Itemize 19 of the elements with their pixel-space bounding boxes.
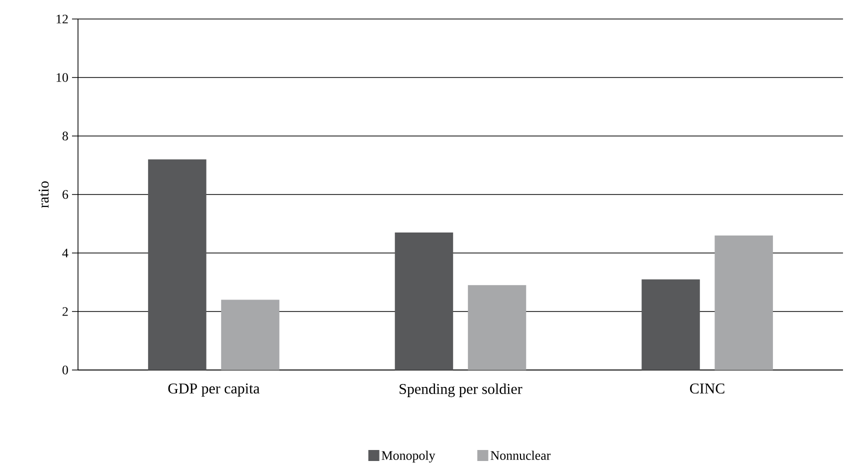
y-axis-title: ratio xyxy=(38,181,49,208)
legend-label: Monopoly xyxy=(382,450,436,463)
y-tick-label: 8 xyxy=(62,132,68,140)
y-tick-label: 2 xyxy=(62,307,68,316)
y-tick-label: 4 xyxy=(62,248,68,258)
x-tick-label: CINC xyxy=(690,384,724,394)
y-tick-label: 12 xyxy=(56,14,68,24)
y-tick-label: 6 xyxy=(62,190,68,199)
bar xyxy=(714,235,773,370)
y-tick-label: 10 xyxy=(56,73,68,82)
bar xyxy=(221,300,280,370)
bar xyxy=(468,285,526,370)
legend-label: Nonnuclear xyxy=(490,450,551,460)
bar xyxy=(394,232,454,370)
bar xyxy=(642,279,700,370)
x-tick-label: GDP per capita xyxy=(168,384,260,397)
bar xyxy=(148,159,206,370)
y-tick-label: 0 xyxy=(62,366,68,374)
x-tick-label: Spending per soldier xyxy=(400,384,522,398)
